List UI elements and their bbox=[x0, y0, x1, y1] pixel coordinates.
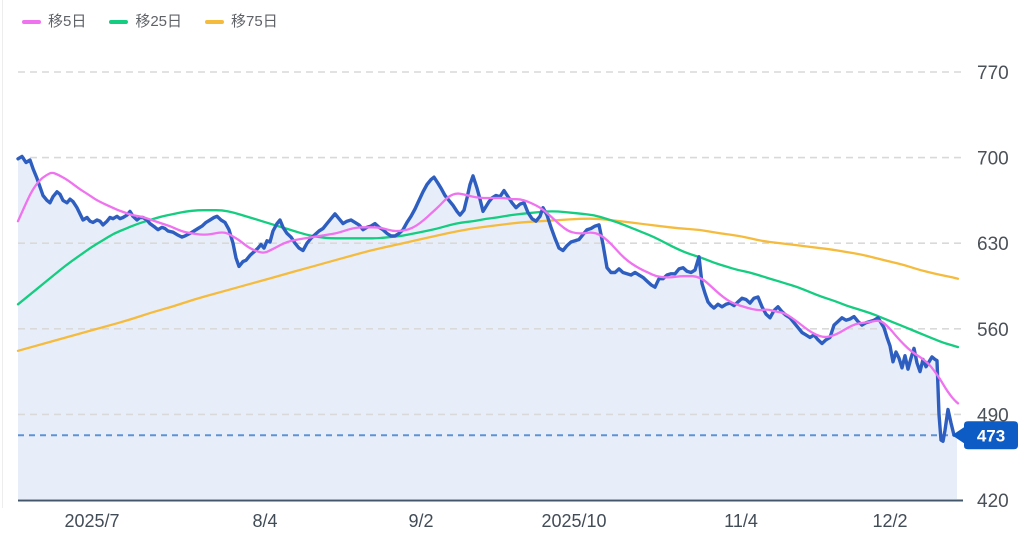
x-axis-label-12/2: 12/2 bbox=[872, 511, 907, 531]
y-axis-label-560: 560 bbox=[977, 320, 1009, 341]
legend-item-移5日[interactable]: 移5日 bbox=[22, 13, 86, 31]
y-axis-labels: 770 700 630 560 490 420 bbox=[977, 63, 1009, 512]
price-line bbox=[16, 154, 959, 443]
legend-swatch-icon bbox=[109, 20, 129, 24]
price-area-fill bbox=[18, 156, 957, 499]
chart-legend: 移5日 移25日 移75日 bbox=[22, 13, 278, 31]
y-axis-label-700: 700 bbox=[977, 149, 1009, 170]
ma5-line bbox=[16, 171, 960, 405]
legend-label: 移75日 bbox=[231, 13, 278, 30]
y-axis-label-630: 630 bbox=[977, 234, 1009, 255]
x-axis-labels: 2025/7 8/4 9/2 2025/10 11/4 12/2 bbox=[64, 511, 907, 531]
ma75-line bbox=[16, 217, 960, 352]
y-axis-label-770: 770 bbox=[977, 63, 1009, 84]
grid-lines bbox=[18, 71, 962, 416]
x-axis-label-11/4: 11/4 bbox=[724, 511, 758, 531]
current-price-badge-value: 473 bbox=[977, 427, 1005, 446]
x-axis-label-8/4: 8/4 bbox=[252, 511, 277, 531]
legend-swatch-icon bbox=[205, 20, 225, 24]
legend-label: 移25日 bbox=[135, 13, 183, 30]
current-price-badge bbox=[952, 421, 1018, 450]
y-axis-label-420: 420 bbox=[977, 491, 1009, 512]
ma25-line bbox=[16, 209, 960, 349]
legend-swatch-icon bbox=[22, 20, 41, 24]
x-axis-label-9/2: 9/2 bbox=[408, 511, 433, 531]
y-axis-label-490: 490 bbox=[977, 405, 1009, 426]
x-axis-label-2025/10: 2025/10 bbox=[541, 511, 606, 531]
legend-item-移25日[interactable]: 移25日 bbox=[109, 13, 182, 31]
legend-item-移75日[interactable]: 移75日 bbox=[205, 13, 278, 31]
legend-label: 移5日 bbox=[48, 13, 87, 30]
x-axis-label-2025/7: 2025/7 bbox=[64, 511, 119, 531]
